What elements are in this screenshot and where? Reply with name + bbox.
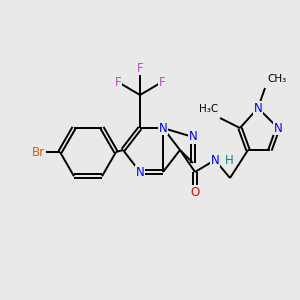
Text: F: F <box>137 61 143 74</box>
Text: N: N <box>136 166 144 178</box>
Text: N: N <box>189 130 197 143</box>
Text: H: H <box>225 154 233 166</box>
Text: Br: Br <box>32 146 45 158</box>
Text: O: O <box>190 185 200 199</box>
Text: F: F <box>115 76 121 88</box>
Text: CH₃: CH₃ <box>267 74 286 84</box>
Text: F: F <box>159 76 165 88</box>
Text: N: N <box>274 122 282 134</box>
Text: H₃C: H₃C <box>199 104 218 114</box>
Text: N: N <box>211 154 219 166</box>
Text: N: N <box>254 101 262 115</box>
Text: Br: Br <box>32 146 45 158</box>
Text: N: N <box>159 122 167 134</box>
